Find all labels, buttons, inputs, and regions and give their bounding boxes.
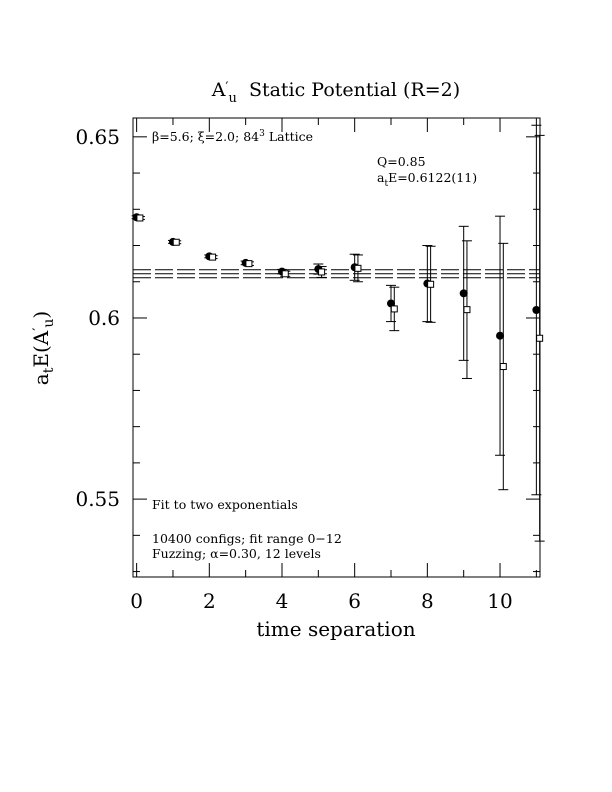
y-axis-label: atE(A′u) (29, 311, 57, 385)
annotation-fuzzing: Fuzzing; α=0.30, 12 levels (152, 546, 321, 561)
x-tick-label: 8 (421, 589, 434, 613)
data-points (131, 124, 545, 542)
annotation-params: β=5.6; ξ=2.0; 843 Lattice (152, 129, 313, 144)
y-tick-label: 0.6 (88, 306, 120, 330)
axis-ticks (133, 118, 540, 577)
data-point-square (281, 270, 289, 278)
y-tick-label: 0.65 (75, 125, 120, 149)
fit-band (133, 269, 540, 279)
data-point-circle (496, 331, 505, 340)
data-point-square (318, 268, 326, 276)
annotation-q: Q=0.85 (377, 154, 426, 169)
data-point-square (390, 305, 398, 313)
data-point-square (136, 214, 144, 222)
x-tick-label: 0 (130, 589, 143, 613)
data-point-square (427, 280, 435, 288)
data-point-square (172, 238, 180, 246)
annotation-configs: 10400 configs; fit range 0−12 (152, 531, 342, 546)
data-point-circle (459, 289, 468, 298)
x-tick-label: 4 (276, 589, 289, 613)
x-axis-label: time separation (256, 617, 415, 641)
annotation-fit: Fit to two exponentials (152, 497, 298, 512)
annotation-energy: atE=0.6122(11) (377, 170, 477, 189)
x-tick-label: 2 (203, 589, 216, 613)
tick-labels: 0 2 4 6 8 10 0.55 0.6 0.65 (75, 125, 512, 613)
data-point-square (536, 334, 544, 342)
x-tick-label: 6 (348, 589, 361, 613)
x-tick-label: 10 (487, 589, 512, 613)
chart-title: A′u Static Potential (R=2) (211, 79, 460, 106)
data-point-square (209, 253, 217, 261)
data-point-square (499, 363, 507, 371)
data-point-square (463, 306, 471, 314)
data-point-square (245, 260, 253, 268)
data-point-circle (532, 306, 541, 315)
data-point-square (354, 264, 362, 272)
y-tick-label: 0.55 (75, 487, 120, 511)
